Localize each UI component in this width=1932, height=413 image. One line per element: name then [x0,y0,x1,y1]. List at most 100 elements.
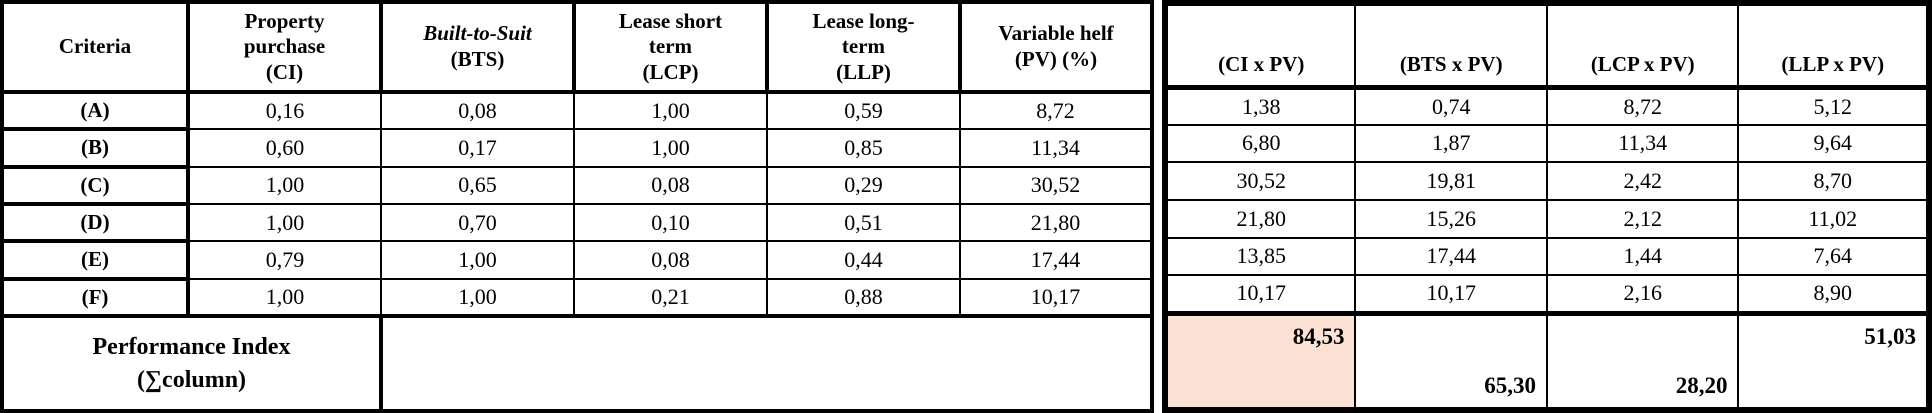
value-cell: 1,00 [187,277,382,318]
header-built-to-suit-abbr: (BTS) [450,47,505,71]
header-variable-helf-abbr: (PV) (%) [1014,47,1098,71]
value-cell: 0,88 [766,277,961,318]
value-cell: 0,74 [1354,86,1548,126]
weighted-row-d: 21,80 15,26 2,12 11,02 [1163,198,1930,239]
value-cell: 21,80 [959,202,1153,243]
criteria-cell: (E) [0,239,190,281]
value-cell: 1,44 [1545,236,1740,277]
total-lcp-x-pv: 28,20 [1545,310,1740,411]
table-row-a: (A) 0,16 0,08 1,00 0,59 8,72 [0,89,1153,132]
footer-empty-cell [379,314,1154,413]
criteria-cell: (D) [0,201,190,244]
header-variable-helf-name: Variable helf [998,21,1114,46]
value-cell: 8,72 [959,90,1153,131]
value-cell: 8,72 [1545,86,1740,126]
value-cell: 0,60 [187,128,382,168]
value-cell: 0,85 [766,128,961,168]
performance-index-label-line1: Performance Index [92,334,291,361]
header-ci-x-pv: (CI x PV) [1163,2,1357,90]
value-cell: 1,00 [573,128,768,168]
performance-index-label-line2: (∑column) [136,366,247,393]
value-cell: 0,08 [573,240,768,280]
value-cell: 2,42 [1545,161,1740,201]
value-cell: 0,08 [573,165,768,205]
value-cell: 0,17 [380,128,575,168]
weighted-totals-row: 84,53 65,30 28,20 51,03 [1163,310,1930,411]
criteria-cell: (A) [0,89,190,132]
header-lease-short-term: Lease short term (LCP) [572,0,769,94]
header-variable-helf: Variable helf (PV) (%) [958,0,1154,94]
header-row: Criteria Property purchase (CI) Built-to… [0,0,1154,94]
header-lease-short-term-abbr: (LCP) [642,59,699,84]
header-lease-long-term: Lease long- term (LLP) [765,0,962,94]
weighted-row-b: 6,80 1,87 11,34 9,64 [1163,123,1930,164]
value-cell: 10,17 [1354,274,1548,314]
value-cell: 17,44 [1354,236,1548,277]
value-cell: 11,34 [1545,123,1740,164]
value-cell: 1,00 [380,240,575,280]
value-cell: 30,52 [1163,161,1357,201]
header-lease-long-term-abbr: (LLP) [836,59,891,84]
total-llp-x-pv: 51,03 [1737,310,1930,411]
value-cell: 21,80 [1163,198,1357,239]
weighted-header-row: (CI x PV) (BTS x PV) (LCP x PV) (LLP x P… [1163,2,1930,90]
value-cell: 8,70 [1737,161,1930,201]
value-cell: 1,87 [1354,123,1548,164]
value-cell: 0,29 [766,165,961,205]
value-cell: 15,26 [1354,198,1548,239]
value-cell: 0,65 [380,165,575,205]
value-cell: 1,38 [1163,86,1357,126]
criteria-cell: (C) [0,164,190,207]
criteria-table: Criteria Property purchase (CI) Built-to… [0,0,1154,413]
value-cell: 13,85 [1163,236,1357,277]
value-cell: 0,16 [187,90,382,131]
criteria-cell: (F) [0,276,190,319]
table-row-f: (F) 1,00 1,00 0,21 0,88 10,17 [0,276,1153,319]
performance-index-label: Performance Index (∑column) [0,314,383,413]
footer-row: Performance Index (∑column) [0,314,1154,413]
value-cell: 1,00 [187,202,382,243]
header-property-purchase-name: Property purchase [243,8,326,59]
table-row-e: (E) 0,79 1,00 0,08 0,44 17,44 [0,239,1153,281]
header-built-to-suit: Built-to-Suit (BTS) [379,0,576,94]
value-cell: 11,02 [1737,198,1930,239]
header-lease-short-term-name: Lease short term [618,8,723,59]
total-bts-x-pv: 65,30 [1354,310,1548,411]
value-cell: 0,10 [573,202,768,243]
value-cell: 8,90 [1737,274,1930,314]
table-row-d: (D) 1,00 0,70 0,10 0,51 21,80 [0,201,1153,244]
value-cell: 1,00 [380,277,575,318]
value-cell: 0,51 [766,202,961,243]
value-cell: 5,12 [1737,86,1930,126]
header-lcp-x-pv: (LCP x PV) [1545,2,1740,90]
value-cell: 0,21 [573,277,768,318]
value-cell: 2,16 [1545,274,1740,314]
value-cell: 0,08 [380,90,575,131]
weighted-row-c: 30,52 19,81 2,42 8,70 [1163,161,1930,201]
weighted-row-e: 13,85 17,44 1,44 7,64 [1163,236,1930,277]
header-llp-x-pv: (LLP x PV) [1737,2,1930,90]
header-property-purchase: Property purchase (CI) [186,0,383,94]
weighted-row-f: 10,17 10,17 2,16 8,90 [1163,274,1930,314]
header-bts-x-pv: (BTS x PV) [1354,2,1548,90]
value-cell: 1,00 [573,90,768,131]
total-ci-x-pv: 84,53 [1163,310,1357,411]
value-cell: 0,79 [187,240,382,280]
value-cell: 0,59 [766,90,961,131]
value-cell: 6,80 [1163,123,1357,164]
value-cell: 17,44 [959,240,1153,280]
value-cell: 10,17 [1163,274,1357,314]
value-cell: 0,70 [380,202,575,243]
value-cell: 0,44 [766,240,961,280]
value-cell: 11,34 [959,128,1153,168]
table-row-b: (B) 0,60 0,17 1,00 0,85 11,34 [0,127,1153,169]
table-row-c: (C) 1,00 0,65 0,08 0,29 30,52 [0,164,1153,207]
value-cell: 30,52 [959,165,1153,205]
header-property-purchase-abbr: (CI) [265,59,304,84]
weighted-table: (CI x PV) (BTS x PV) (LCP x PV) (LLP x P… [1162,0,1932,413]
value-cell: 10,17 [959,277,1153,318]
header-built-to-suit-name: Built-to-Suit [423,21,532,46]
value-cell: 2,12 [1545,198,1740,239]
weighted-row-a: 1,38 0,74 8,72 5,12 [1163,86,1930,126]
